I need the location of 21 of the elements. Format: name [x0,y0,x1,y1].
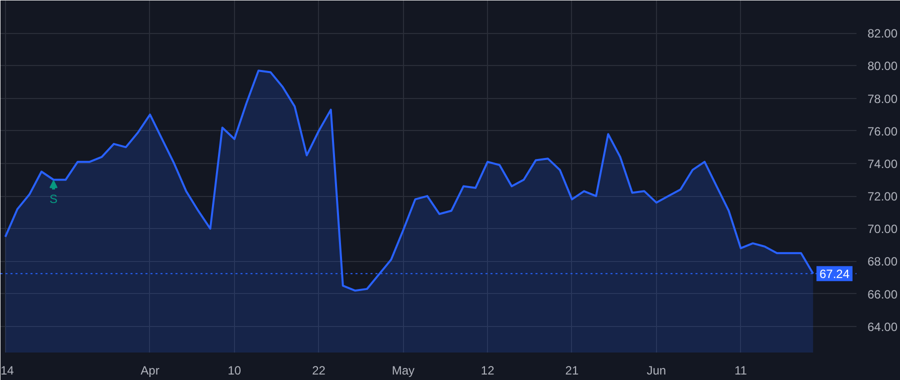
x-tick-label: 22 [312,364,326,378]
ref-line-label: 67.24 [819,267,850,282]
y-tick-label: 80.00 [868,59,898,74]
y-tick-label: 76.00 [868,124,898,138]
x-tick-label: 12 [480,364,495,378]
y-tick-label: 68.00 [868,254,898,269]
y-tick-label: 78.00 [868,92,898,106]
annotation: S [50,192,58,206]
y-tick-label: 72.00 [868,190,898,204]
x-tick-label: 10 [228,364,242,378]
y-tick-label: 74.00 [868,156,898,171]
x-tick-label: 21 [565,364,579,378]
y-tick-label: 64.00 [868,320,898,334]
x-tick-label: Apr [140,364,160,378]
x-tick-label: 14 [0,364,14,378]
x-tick-label: May [392,364,415,378]
y-tick-label: 66.00 [868,287,898,302]
y-tick-label: 70.00 [868,222,898,236]
y-tick-label: 82.00 [868,26,898,41]
x-tick-label: 11 [734,364,748,378]
x-tick-label: Jun [646,364,666,378]
